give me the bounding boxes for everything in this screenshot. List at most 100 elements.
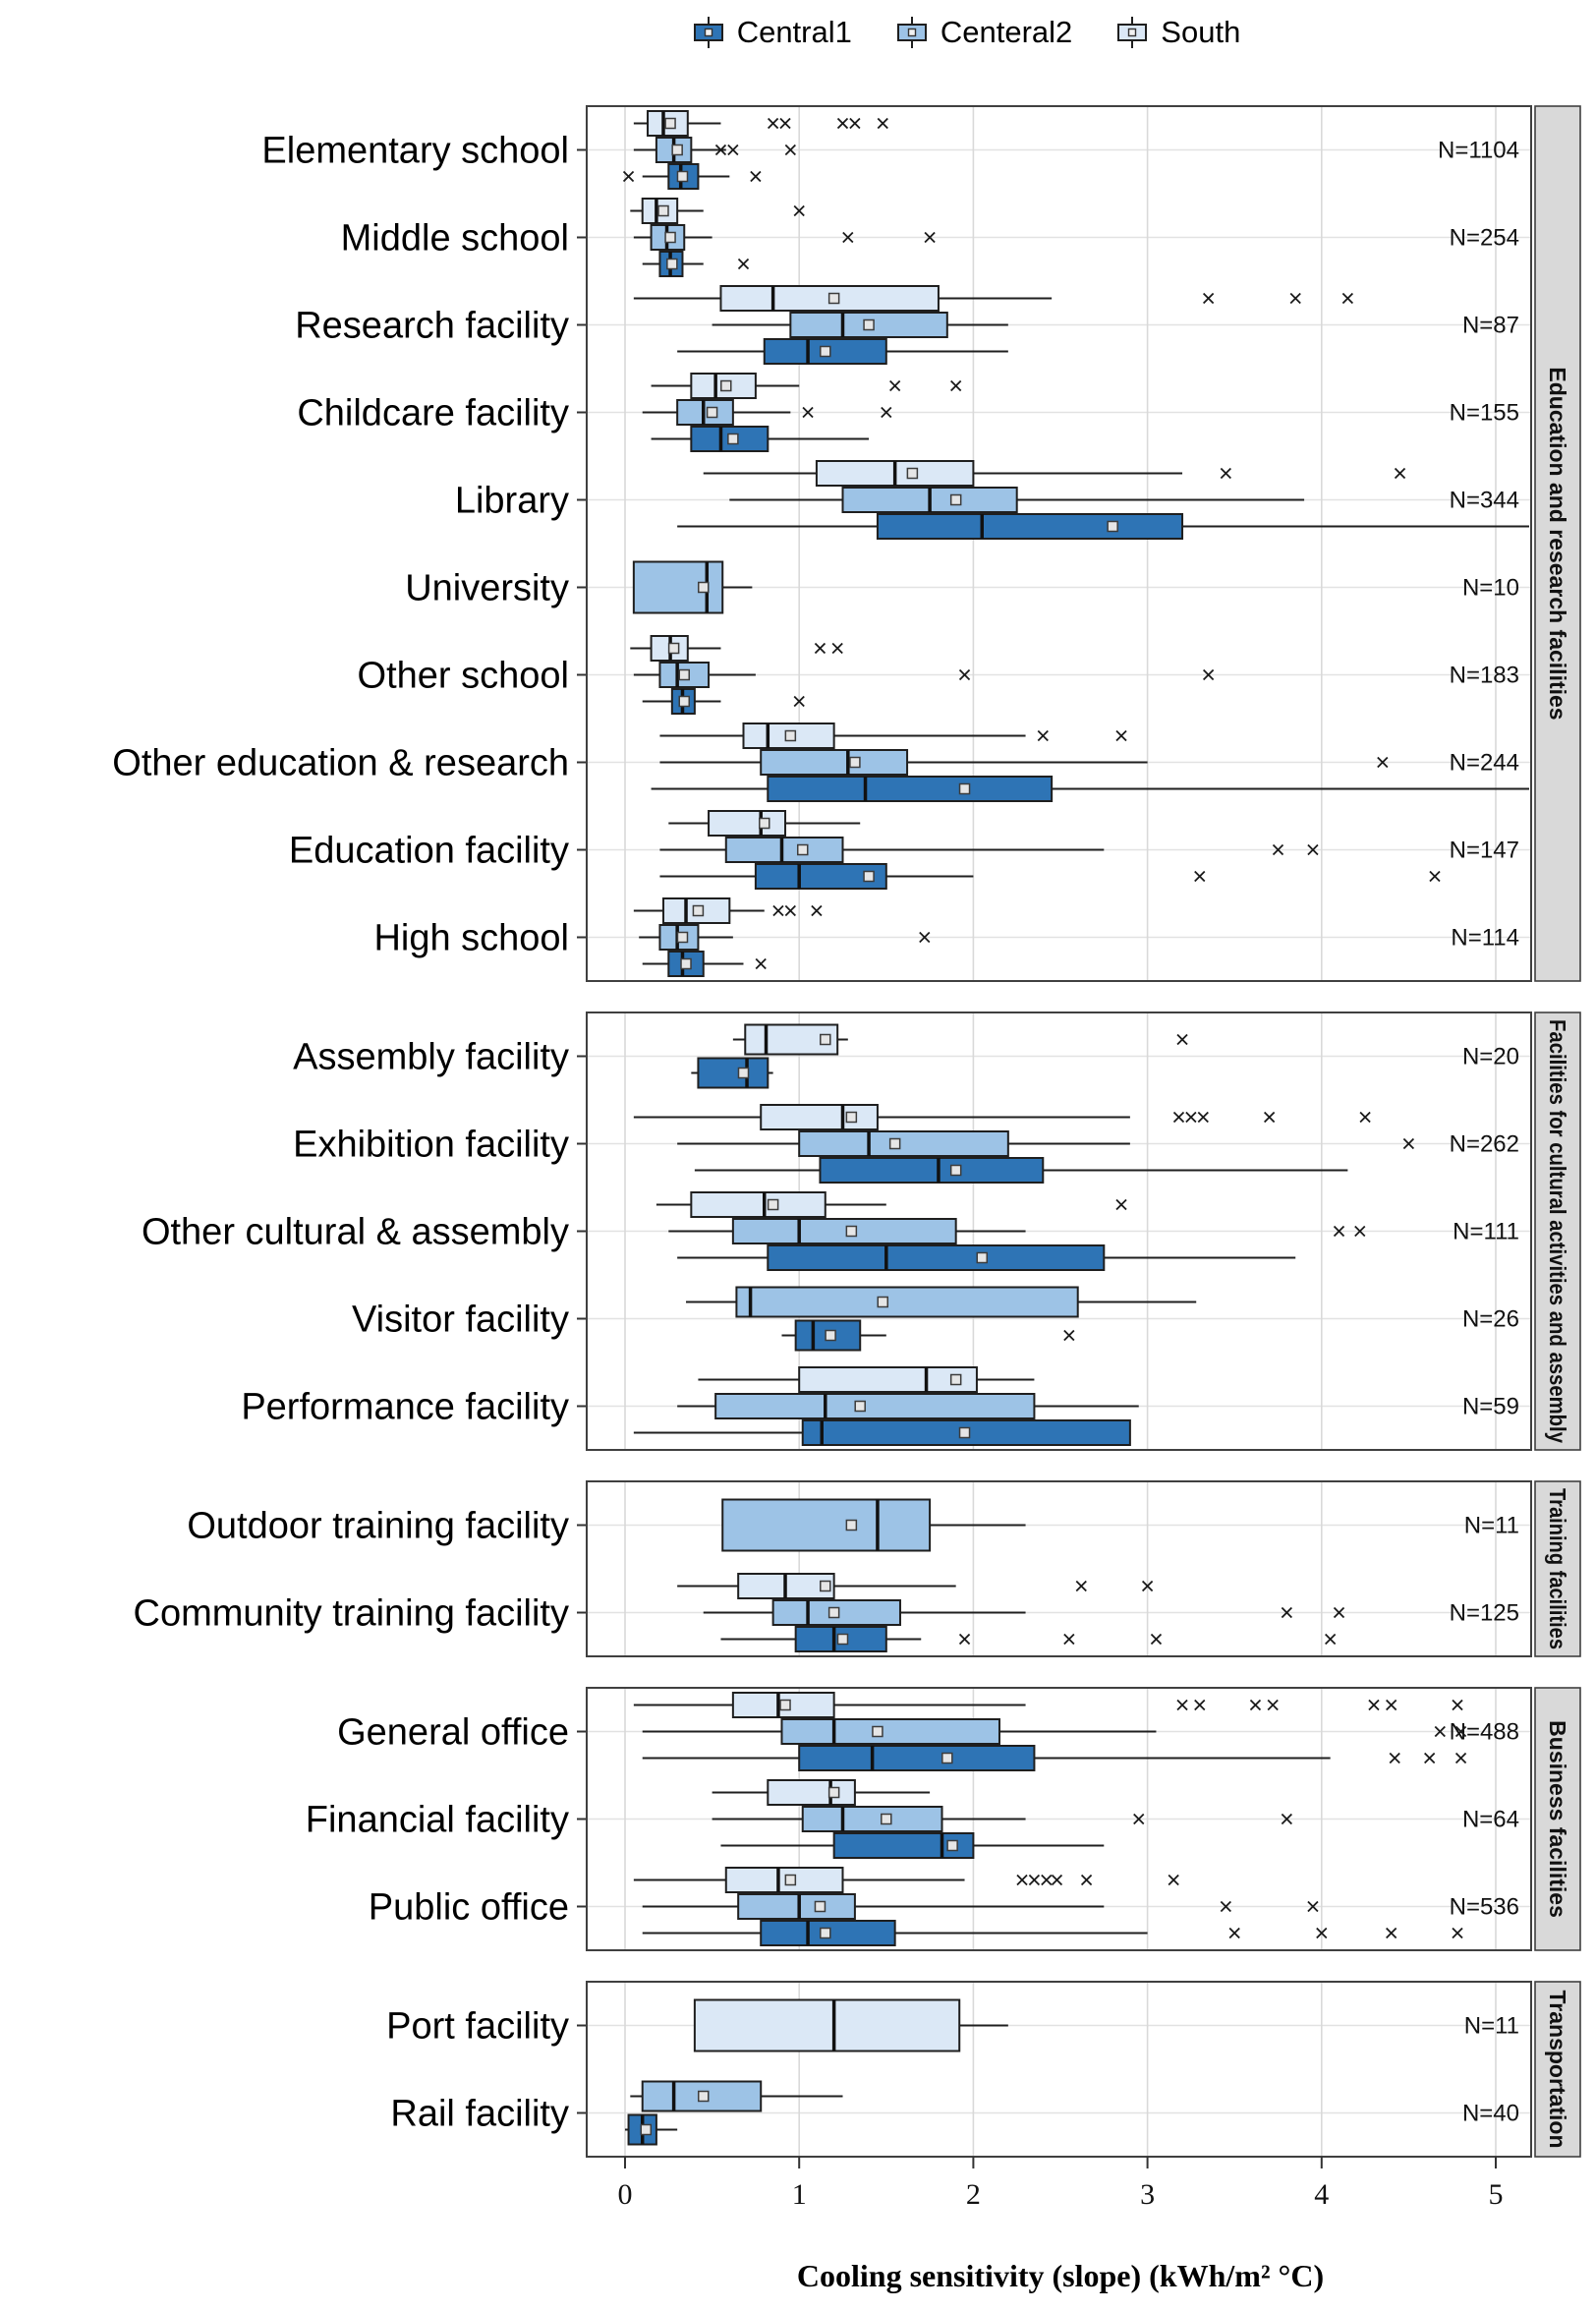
- mean-marker: [706, 406, 718, 419]
- boxplot-south: [732, 1023, 1188, 1056]
- facet-strip-label: Business facilities: [1545, 1720, 1570, 1918]
- outlier-mark: [1150, 1633, 1163, 1646]
- mean-marker: [678, 668, 690, 681]
- boxplot-south: [633, 285, 1354, 312]
- mean-marker: [737, 1067, 750, 1079]
- category-label: Other cultural & assembly: [142, 1212, 569, 1253]
- outlier-mark: [1016, 1874, 1028, 1886]
- boxplot-south: [656, 1191, 1127, 1218]
- boxplot-central1: [677, 1244, 1296, 1271]
- outlier-mark: [1333, 1606, 1345, 1619]
- boxplot-south: [630, 635, 843, 662]
- outlier-mark: [793, 204, 805, 217]
- boxplot-south: [633, 897, 823, 924]
- outlier-mark: [1333, 1225, 1345, 1238]
- outlier-mark: [1389, 1752, 1400, 1764]
- outlier-mark: [1185, 1111, 1197, 1124]
- outlier-mark: [1454, 1725, 1467, 1738]
- boxplot-central1: [642, 1745, 1467, 1771]
- category-label: Middle school: [341, 218, 569, 260]
- outlier-mark: [836, 117, 849, 130]
- sample-size-label: N=11: [1464, 1513, 1519, 1539]
- mean-marker: [949, 1373, 962, 1386]
- outlier-mark: [1281, 1606, 1292, 1619]
- boxplot-centeral2: [642, 1718, 1467, 1745]
- mean-marker: [820, 1033, 831, 1046]
- outlier-mark: [1452, 1927, 1463, 1939]
- outlier-mark: [1176, 1699, 1188, 1711]
- outlier-mark: [1289, 292, 1301, 305]
- outlier-mark: [1194, 870, 1206, 883]
- sample-size-label: N=1104: [1438, 138, 1519, 164]
- mean-marker: [664, 117, 676, 130]
- boxplot-central1: [720, 1832, 1105, 1859]
- sample-size-label: N=111: [1453, 1219, 1519, 1245]
- box: [767, 776, 1054, 802]
- mean-marker: [720, 379, 732, 392]
- outlier-mark: [1115, 729, 1127, 742]
- outlier-mark: [811, 904, 823, 917]
- category-label: University: [405, 568, 569, 609]
- outlier-mark: [958, 668, 971, 681]
- outlier-mark: [1075, 1580, 1087, 1592]
- outlier-mark: [1272, 843, 1284, 856]
- outlier-mark: [1281, 1813, 1292, 1825]
- boxplot-south: [651, 373, 962, 399]
- sample-size-label: N=20: [1462, 1044, 1519, 1070]
- boxplot-central1: [642, 688, 805, 715]
- outlier-mark: [1133, 1813, 1145, 1825]
- legend-item: Centeral2: [893, 14, 1072, 51]
- mean-marker: [727, 433, 739, 445]
- box: [708, 810, 787, 837]
- mean-marker: [906, 467, 919, 480]
- outlier-mark: [1325, 1633, 1337, 1646]
- x-tick-label: 2: [966, 2178, 981, 2211]
- mean-marker: [872, 1725, 884, 1738]
- outlier-mark: [1220, 467, 1231, 480]
- outlier-mark: [958, 1633, 971, 1646]
- mean-marker: [836, 1633, 849, 1646]
- boxplot-central1: [691, 1057, 773, 1089]
- boxplot-centeral2: [668, 1218, 1366, 1244]
- category-label: Assembly facility: [293, 1037, 569, 1078]
- category-label: High school: [373, 918, 569, 959]
- mean-marker: [678, 695, 690, 708]
- mean-marker: [827, 1786, 840, 1799]
- outlier-mark: [1452, 1699, 1463, 1711]
- mean-marker: [854, 1400, 866, 1413]
- mean-marker: [664, 231, 676, 244]
- category-label: Outdoor training facility: [187, 1506, 569, 1547]
- boxplot-central1: [642, 251, 750, 277]
- facet-strip-label: Education and research facilities: [1545, 367, 1570, 720]
- mean-marker: [849, 756, 861, 769]
- facet-panel: Assembly facility N=20 Exhibition facility…: [142, 1012, 1581, 1451]
- panel-border: [586, 1012, 1532, 1451]
- category-label: Community training facility: [134, 1593, 569, 1635]
- boxplot-centeral2: [659, 837, 1319, 863]
- mean-marker: [820, 345, 831, 358]
- x-tick-label: 0: [618, 2178, 633, 2211]
- category-label: Research facility: [295, 306, 569, 347]
- outlier-mark: [750, 170, 762, 183]
- outlier-mark: [814, 642, 826, 655]
- boxplot-central1: [720, 1626, 1337, 1652]
- outlier-mark: [1316, 1927, 1328, 1939]
- mean-marker: [666, 258, 678, 270]
- sample-size-label: N=147: [1450, 838, 1519, 864]
- mean-marker: [863, 318, 875, 331]
- category-label: Public office: [369, 1887, 569, 1929]
- outlier-mark: [1394, 467, 1406, 480]
- mean-marker: [825, 1329, 836, 1342]
- box: [801, 1806, 943, 1832]
- mean-marker: [958, 782, 971, 795]
- outlier-mark: [1368, 1699, 1380, 1711]
- boxplot-central1: [651, 426, 870, 452]
- facet-strip-label: Facilities for cultural activities and a…: [1545, 1019, 1570, 1443]
- outlier-mark: [714, 144, 727, 156]
- outlier-mark: [1307, 1900, 1319, 1913]
- x-tick-label: 5: [1489, 2178, 1504, 2211]
- sample-size-label: N=11: [1464, 2013, 1519, 2040]
- mean-marker: [680, 957, 692, 970]
- legend-item: South: [1113, 14, 1240, 51]
